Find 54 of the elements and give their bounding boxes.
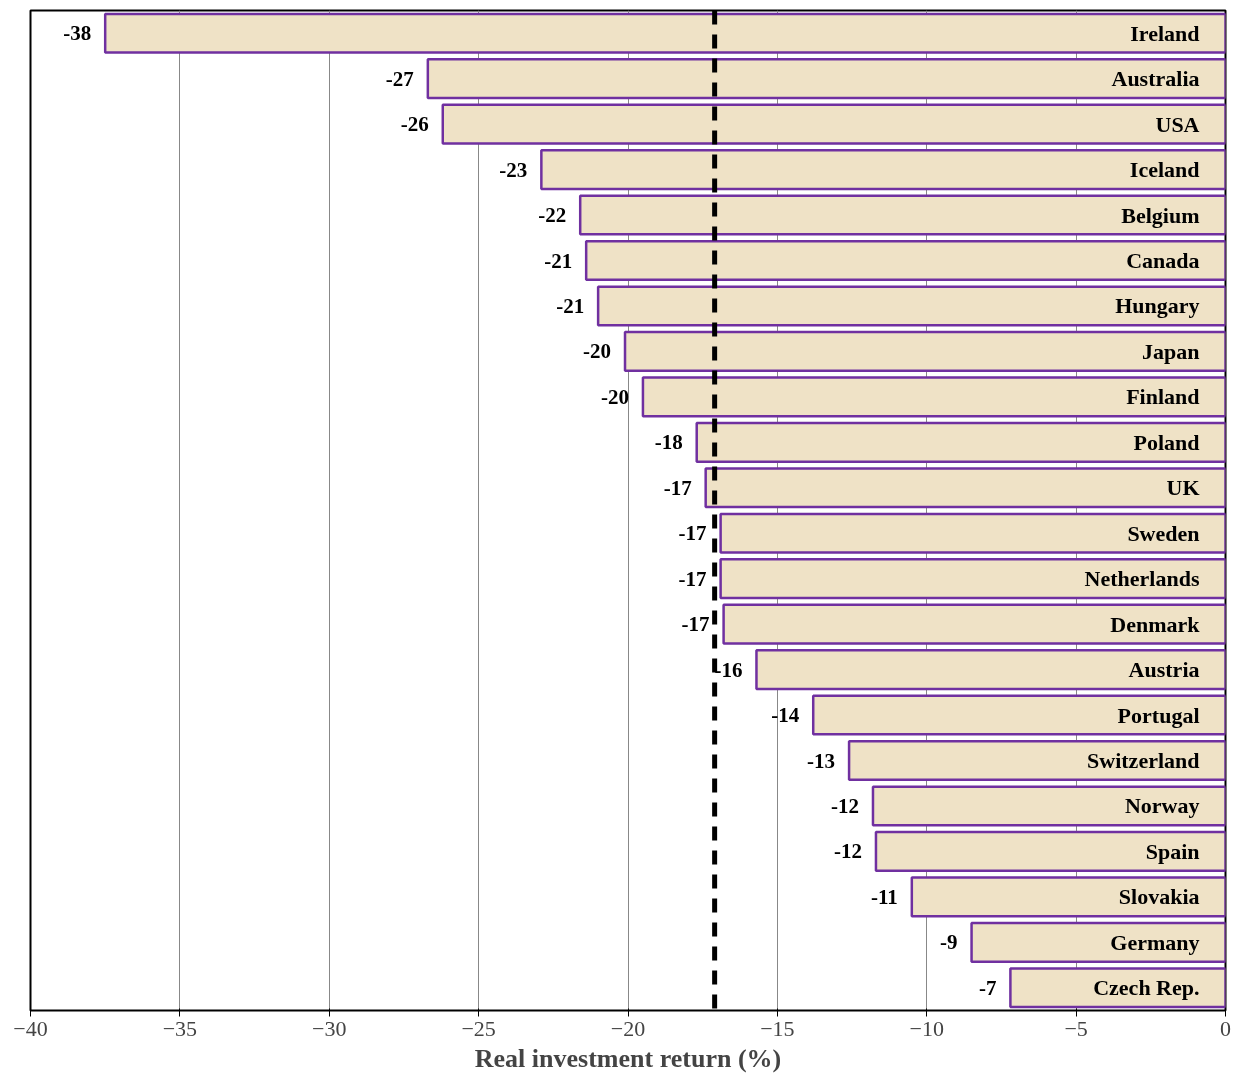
x-tick-label: −30 bbox=[312, 1015, 347, 1041]
y-tick-label: Switzerland bbox=[1087, 748, 1200, 773]
x-tick-label: 0 bbox=[1220, 1015, 1231, 1041]
data-label: -18 bbox=[654, 430, 683, 455]
y-tick-label: Canada bbox=[1126, 248, 1200, 273]
x-tick-label: −10 bbox=[909, 1015, 944, 1041]
y-tick-label: Spain bbox=[1145, 838, 1200, 864]
y-tick-label: Sweden bbox=[1127, 520, 1200, 546]
y-tick-label: Denmark bbox=[1110, 611, 1201, 637]
data-label: -26 bbox=[400, 112, 429, 137]
data-label: -27 bbox=[385, 66, 414, 91]
y-tick-label: Finland bbox=[1126, 384, 1200, 410]
y-tick-label: Poland bbox=[1133, 429, 1200, 455]
data-label: -17 bbox=[681, 612, 710, 637]
y-tick-label: USA bbox=[1155, 111, 1200, 137]
y-tick-label: Portugal bbox=[1117, 702, 1200, 728]
data-label: -23 bbox=[499, 157, 528, 182]
data-label: -21 bbox=[556, 293, 585, 318]
y-tick-label: Australia bbox=[1111, 66, 1200, 92]
y-tick-label: Germany bbox=[1110, 929, 1200, 955]
x-tick-label: −35 bbox=[162, 1015, 198, 1041]
data-label: -16 bbox=[714, 657, 743, 682]
data-label: -22 bbox=[538, 203, 567, 228]
data-label: -11 bbox=[870, 884, 898, 909]
x-axis-title: Real investment return (%) bbox=[474, 1043, 782, 1073]
x-tick-label: −20 bbox=[610, 1015, 646, 1041]
data-label: -20 bbox=[583, 339, 612, 364]
data-label: -9 bbox=[940, 930, 958, 955]
data-label: -20 bbox=[600, 384, 629, 409]
y-tick-label: Japan bbox=[1142, 338, 1200, 364]
y-tick-label: Netherlands bbox=[1084, 566, 1200, 592]
data-label: -17 bbox=[663, 475, 692, 500]
x-tick-label: −40 bbox=[13, 1015, 48, 1041]
y-tick-label: Austria bbox=[1128, 657, 1200, 683]
x-tick-label: −15 bbox=[760, 1015, 795, 1041]
y-tick-label: UK bbox=[1166, 475, 1200, 501]
y-tick-label: Czech Rep. bbox=[1093, 975, 1200, 1001]
data-label: -12 bbox=[830, 793, 859, 818]
y-tick-label: Slovakia bbox=[1118, 884, 1200, 910]
data-label: -21 bbox=[544, 248, 573, 273]
y-tick-label: Belgium bbox=[1121, 202, 1200, 228]
data-label: -12 bbox=[833, 839, 862, 864]
y-tick-label: Norway bbox=[1124, 793, 1200, 819]
y-tick-label: Hungary bbox=[1115, 293, 1200, 319]
x-tick-label: −5 bbox=[1064, 1015, 1088, 1041]
data-label: -17 bbox=[678, 566, 707, 591]
x-tick-label: −25 bbox=[461, 1015, 496, 1041]
data-label: -7 bbox=[978, 975, 997, 1000]
data-label: -13 bbox=[807, 748, 836, 773]
data-label: -17 bbox=[678, 521, 707, 546]
y-tick-label: Ireland bbox=[1130, 20, 1200, 46]
data-label: -38 bbox=[63, 21, 92, 46]
data-label: -14 bbox=[771, 703, 800, 728]
y-tick-label: Iceland bbox=[1129, 157, 1200, 183]
